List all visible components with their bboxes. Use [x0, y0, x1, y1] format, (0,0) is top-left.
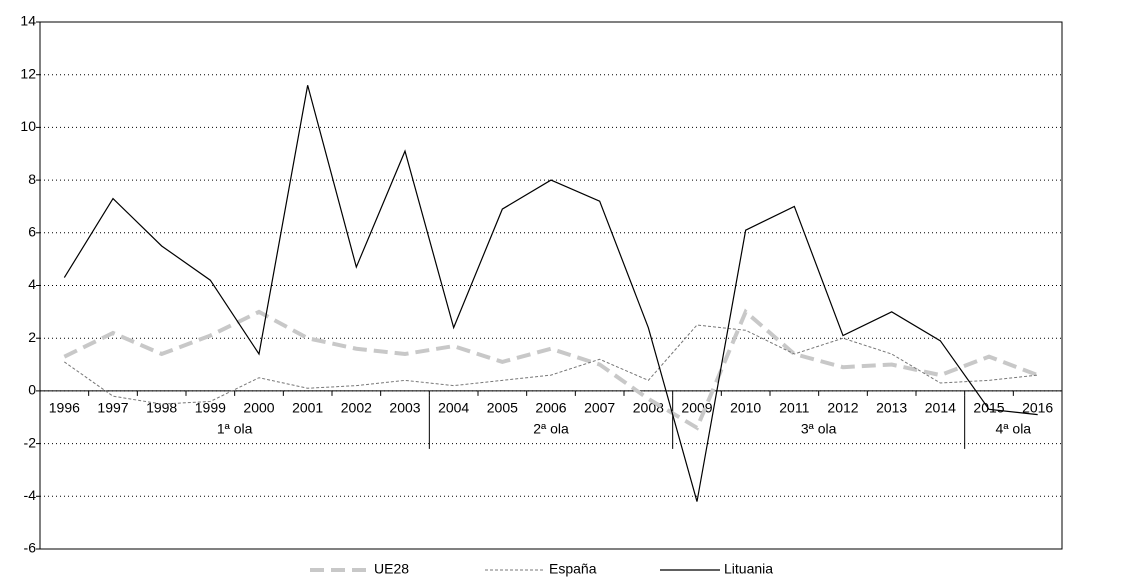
x-tick-label: 2012 [827, 400, 858, 416]
x-tick-label: 2005 [487, 400, 518, 416]
series-line [63, 308, 1039, 431]
x-tick-label: 1999 [195, 400, 226, 416]
legend-label: UE28 [374, 561, 409, 577]
y-tick-label: 10 [20, 118, 36, 134]
wave-label: 1ª ola [217, 421, 253, 437]
y-tick-label: 0 [28, 382, 36, 398]
x-tick-label: 2009 [681, 400, 712, 416]
x-tick-label: 1996 [49, 400, 80, 416]
legend-label: Lituania [724, 561, 773, 577]
x-tick-label: 2010 [730, 400, 761, 416]
x-tick-label: 2006 [535, 400, 566, 416]
wave-label: 3ª ola [801, 421, 837, 437]
y-tick-label: -6 [24, 540, 37, 556]
x-tick-label: 2015 [973, 400, 1004, 416]
wave-label: 4ª ola [996, 421, 1032, 437]
x-tick-label: 2004 [438, 400, 469, 416]
y-tick-label: 12 [20, 65, 36, 81]
y-tick-label: 2 [28, 329, 36, 345]
legend-label: España [549, 561, 597, 577]
x-tick-label: 2002 [341, 400, 372, 416]
series-line [64, 324, 1038, 405]
wave-label: 2ª ola [533, 421, 569, 437]
x-tick-label: 2000 [243, 400, 274, 416]
x-tick-label: 2011 [779, 400, 809, 416]
y-tick-label: 4 [28, 276, 36, 292]
y-tick-label: -2 [24, 434, 37, 450]
x-tick-label: 1997 [97, 400, 128, 416]
y-tick-label: 8 [28, 171, 36, 187]
y-tick-label: 6 [28, 224, 36, 240]
y-tick-label: 14 [20, 13, 36, 29]
y-tick-label: -4 [24, 487, 37, 503]
x-tick-label: 2003 [389, 400, 420, 416]
x-tick-label: 2016 [1022, 400, 1053, 416]
x-tick-label: 2007 [584, 400, 615, 416]
series-line [63, 85, 1038, 502]
x-tick-label: 2013 [876, 400, 907, 416]
x-tick-label: 2001 [292, 400, 323, 416]
x-tick-label: 2014 [925, 400, 956, 416]
